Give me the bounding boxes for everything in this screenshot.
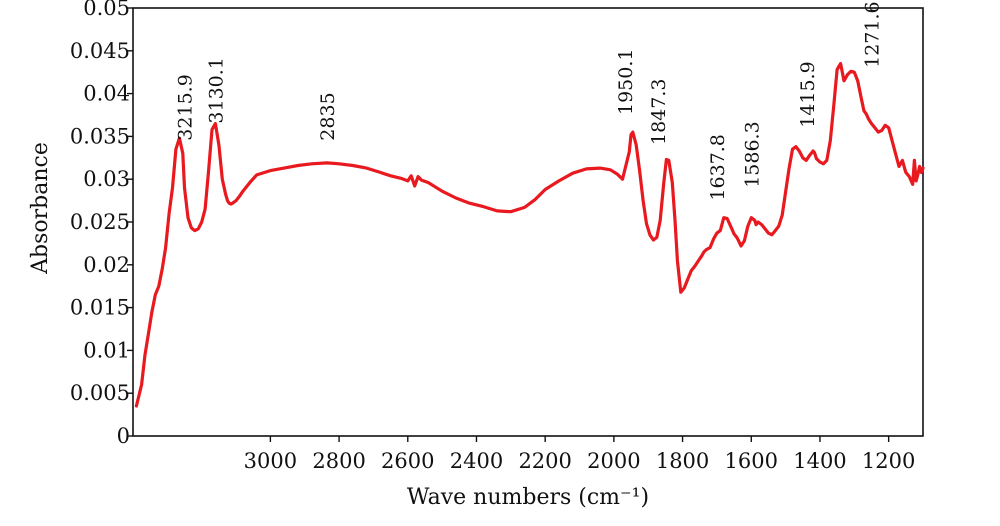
x-tick-label: 2000 <box>587 449 640 473</box>
peak-label: 1950.1 <box>615 49 637 115</box>
x-axis-title: Wave numbers (cm⁻¹) <box>407 485 649 510</box>
y-tick-label: 0.02 <box>83 253 130 277</box>
x-tick-label: 1800 <box>656 449 709 473</box>
y-tick-label: 0.025 <box>70 210 130 234</box>
peak-label: 3130.1 <box>205 57 227 123</box>
y-tick-label: 0.01 <box>83 338 130 362</box>
y-tick-label: 0.05 <box>83 0 130 20</box>
y-tick-label: 0.045 <box>70 39 130 63</box>
y-tick-label: 0.005 <box>70 381 130 405</box>
peak-label: 3215.9 <box>175 74 197 140</box>
peak-label: 1637.8 <box>707 134 729 200</box>
peak-label: 1271.6 <box>862 1 884 67</box>
peak-annotations: 3215.9 3130.1 2835 1950.1 1847.3 1637.8 1586.3… <box>175 1 884 200</box>
peak-label: 1415.9 <box>797 61 819 127</box>
y-axis: 0 0.005 0.01 0.015 0.02 0.025 0.03 0.035 0.04 0.0… <box>70 0 133 448</box>
x-tick-label: 2400 <box>450 449 503 473</box>
y-tick-label: 0.04 <box>83 82 130 106</box>
x-tick-label: 1200 <box>862 449 915 473</box>
y-tick-label: 0.035 <box>70 124 130 148</box>
peak-label: 1847.3 <box>648 79 670 145</box>
x-tick-label: 1600 <box>725 449 778 473</box>
x-tick-label: 3000 <box>244 449 297 473</box>
x-tick-label: 2800 <box>312 449 365 473</box>
y-axis-title: Absorbance <box>28 142 53 275</box>
x-tick-label: 2200 <box>518 449 571 473</box>
x-axis: 3000 2800 2600 2400 2200 2000 1800 1600 1400 1200 <box>244 436 915 473</box>
y-tick-label: 0.03 <box>83 167 130 191</box>
peak-label: 1586.3 <box>741 121 763 187</box>
y-tick-label: 0 <box>117 424 130 448</box>
x-tick-label: 2600 <box>381 449 434 473</box>
x-tick-label: 1400 <box>793 449 846 473</box>
y-tick-label: 0.015 <box>70 296 130 320</box>
peak-label: 2835 <box>317 92 339 140</box>
absorbance-series-line <box>134 62 925 408</box>
